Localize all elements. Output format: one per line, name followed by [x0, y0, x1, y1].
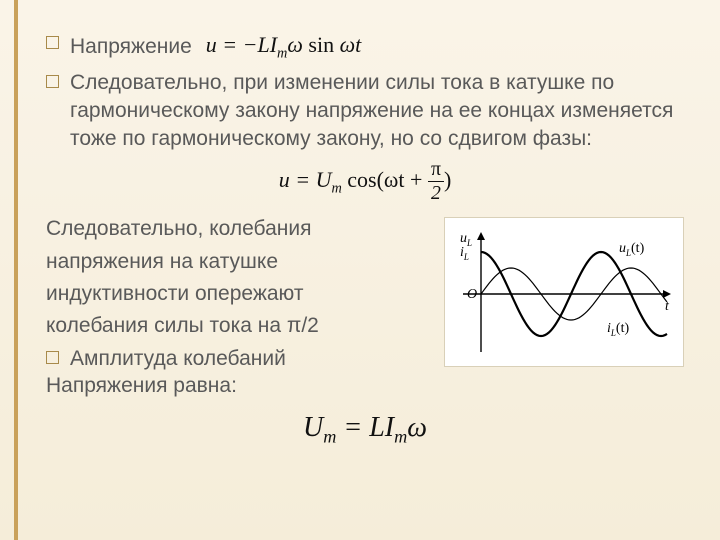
- f3-sub2: m: [394, 427, 407, 447]
- svg-text:t: t: [665, 299, 670, 314]
- f2-sub: m: [331, 180, 341, 196]
- p1: Следовательно, колебания: [46, 215, 430, 242]
- svg-text:uL(t): uL(t): [619, 241, 645, 258]
- f3-right: ω: [407, 412, 427, 443]
- bullet-voltage: Напряжение u = −LImω sin ωt: [46, 30, 684, 63]
- formula-amplitude: Um = LImω: [303, 412, 427, 443]
- bullet-voltage-label: Напряжение: [70, 33, 192, 61]
- p4: колебания силы тока на π/2: [46, 312, 430, 339]
- f2-close: ): [444, 167, 451, 192]
- svg-text:O: O: [467, 287, 477, 302]
- waveform-graph: uLiLOtuL(t)iL(t): [451, 224, 677, 360]
- formula-u-cos-wrap: u = Um cos(ωt + π2): [46, 158, 684, 205]
- p2: напряжения на катушке: [46, 248, 430, 275]
- frac-den: 2: [428, 182, 444, 205]
- f3-mid: = LI: [336, 412, 394, 443]
- slide-content: Напряжение u = −LImω sin ωt Следовательн…: [0, 0, 720, 468]
- f2-cos: cos(ωt +: [347, 167, 428, 192]
- p3: индуктивности опережают: [46, 280, 430, 307]
- f3-sub1: m: [323, 427, 336, 447]
- f2-left: u = U: [279, 167, 332, 192]
- lower-section: Следовательно, колебания напряжения на к…: [46, 215, 684, 404]
- formula-amplitude-wrap: Um = LImω: [46, 412, 684, 448]
- frac-num: π: [428, 158, 444, 182]
- fraction-pi-2: π2: [428, 158, 444, 205]
- lower-text: Следовательно, колебания напряжения на к…: [46, 215, 430, 404]
- f3-left: U: [303, 412, 323, 443]
- accent-bar: [14, 0, 18, 540]
- bullet-consequence: Следовательно, при изменении силы тока в…: [46, 69, 684, 152]
- bullet-list: Напряжение u = −LImω sin ωt Следовательн…: [46, 30, 684, 152]
- formula-u-cos: u = Um cos(ωt + π2): [279, 167, 452, 192]
- graph-box: uLiLOtuL(t)iL(t): [444, 217, 684, 367]
- bullet-amplitude: Амплитуда колебаний: [46, 345, 430, 372]
- formula-u-sin: u = −LImω sin ωt: [206, 30, 361, 63]
- svg-text:iL(t): iL(t): [607, 321, 629, 338]
- p5: Напряжения равна:: [46, 372, 430, 399]
